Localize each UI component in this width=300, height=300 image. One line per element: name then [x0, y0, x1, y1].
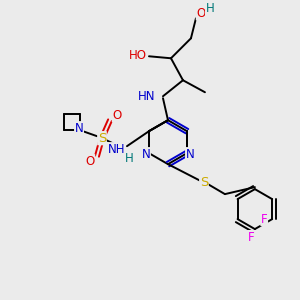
Text: O: O	[112, 109, 122, 122]
Text: HN: HN	[137, 90, 155, 103]
Text: O: O	[196, 7, 206, 20]
Text: F: F	[248, 231, 254, 244]
Text: F: F	[261, 213, 268, 226]
Text: O: O	[85, 155, 94, 168]
Text: NH: NH	[107, 143, 125, 156]
Text: N: N	[142, 148, 150, 161]
Text: N: N	[75, 122, 83, 135]
Text: S: S	[98, 132, 106, 145]
Text: HO: HO	[129, 49, 147, 62]
Text: S: S	[200, 176, 208, 189]
Text: H: H	[124, 152, 133, 165]
Text: H: H	[206, 2, 214, 15]
Text: N: N	[186, 148, 194, 161]
